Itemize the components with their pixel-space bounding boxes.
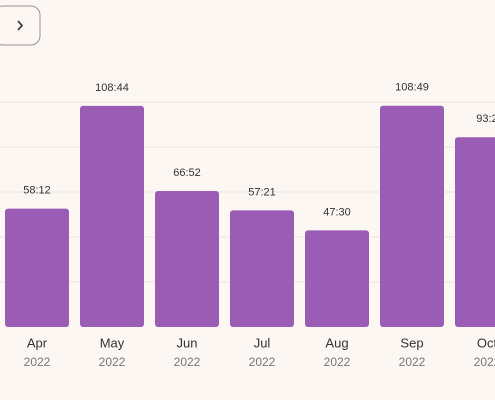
x-tick-label: Oct [477, 335, 495, 350]
bar [305, 230, 369, 327]
x-tick-label: May [100, 335, 125, 350]
bar [380, 105, 444, 327]
value-label: 58:12 [23, 185, 51, 197]
x-tick-year: 2022 [474, 355, 495, 369]
x-tick-year: 2022 [324, 355, 351, 369]
x-tick-label: Jul [254, 335, 271, 350]
value-label: 93:2 [476, 113, 495, 125]
bar [155, 191, 219, 327]
value-label: 108:44 [95, 82, 129, 94]
x-tick-year: 2022 [249, 355, 276, 369]
x-tick-year: 2022 [24, 355, 51, 369]
x-tick-year: 2022 [174, 355, 201, 369]
bar [5, 208, 69, 327]
value-label: 66:52 [173, 167, 201, 179]
x-tick-year: 2022 [399, 355, 426, 369]
x-tick-label: Apr [27, 335, 48, 350]
chevron-icon [17, 20, 24, 31]
value-label: 47:30 [323, 206, 351, 218]
x-tick-year: 2022 [99, 355, 126, 369]
expand-button[interactable] [0, 5, 41, 46]
bar [80, 105, 144, 327]
bar [230, 210, 294, 327]
x-tick-label: Aug [325, 335, 348, 350]
value-label: 108:49 [395, 82, 429, 94]
x-tick-label: Sep [400, 335, 423, 350]
bar [455, 137, 495, 327]
x-tick-label: Jun [177, 335, 198, 350]
value-label: 57:21 [248, 186, 276, 198]
